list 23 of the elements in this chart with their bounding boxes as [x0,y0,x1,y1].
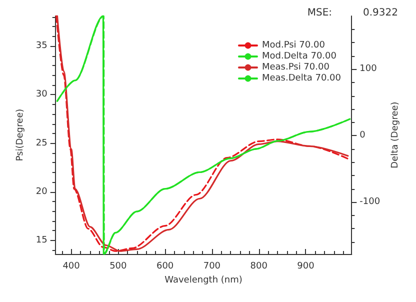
legend-label: Meas.Delta 70.00 [262,74,342,84]
x-axis-title: Wavelength (nm) [164,275,242,286]
legend-label: Meas.Psi 70.00 [262,62,330,72]
y2-axis-title: Delta (Degree) [390,102,400,168]
x-tick-label: 900 [297,262,315,272]
x-tick-label: 600 [156,262,174,272]
y-axis-title: Psi(Degree) [16,108,26,162]
y-tick-label: 15 [36,235,48,246]
x-tick-label: 700 [203,262,221,272]
annotation: MSE: [307,8,332,18]
y-tick-label: 25 [36,138,48,148]
y2-tick-label: 100 [360,64,378,74]
x-tick-label: 400 [62,262,80,272]
y2-tick-label: 0 [360,130,366,141]
y-tick-label: 35 [36,41,48,52]
legend-label: Mod.Psi 70.00 [262,40,326,50]
x-tick-label: 500 [110,262,128,272]
y-tick-label: 30 [36,90,48,100]
legend-label: Mod.Delta 70.00 [262,52,337,62]
x-tick-label: 800 [250,262,268,272]
y2-tick-label: -100 [360,197,380,208]
text: 0.9322 [363,8,398,18]
y-tick-label: 20 [36,186,48,197]
